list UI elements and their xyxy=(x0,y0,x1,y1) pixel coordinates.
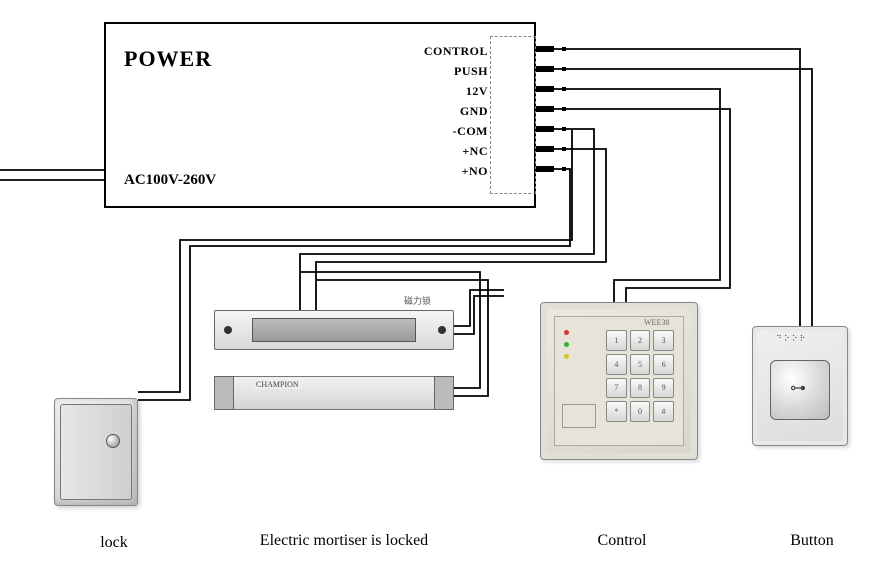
power-terminal-label: +NO xyxy=(410,164,488,179)
power-terminal-pin xyxy=(536,166,554,172)
keypad-buttons: 123 456 789 *0# xyxy=(606,330,674,422)
power-terminal-dot xyxy=(562,107,566,111)
power-terminal-dot xyxy=(562,67,566,71)
power-terminal-dot xyxy=(562,87,566,91)
power-terminal-pin xyxy=(536,86,554,92)
keypad-key[interactable]: 0 xyxy=(630,401,651,422)
power-terminal-label: +NC xyxy=(410,144,488,159)
power-terminal-pin xyxy=(536,66,554,72)
power-terminal-label: 12V xyxy=(410,84,488,99)
power-terminal-pin xyxy=(536,46,554,52)
exit-braille: ⠙⠕⠕⠗ xyxy=(776,334,807,343)
diagram-stage: POWER AC100V-260V CONTROL PUSH 12V GND -COM +… xyxy=(0,0,882,576)
electric-strike xyxy=(214,376,454,410)
lock-label: lock xyxy=(84,534,144,552)
keypad-led xyxy=(564,354,569,359)
keypad-led xyxy=(564,342,569,347)
electric-lock-face xyxy=(60,404,132,500)
keypad-key[interactable]: * xyxy=(606,401,627,422)
power-terminal-label: PUSH xyxy=(410,64,488,79)
power-terminal-dot xyxy=(562,127,566,131)
electric-strike-brand: CHAMPION xyxy=(254,380,301,389)
keypad-key[interactable]: 6 xyxy=(653,354,674,375)
keypad-key[interactable]: 8 xyxy=(630,378,651,399)
power-terminal-dot xyxy=(562,47,566,51)
keypad-led xyxy=(564,330,569,335)
mortise-label: Electric mortiser is locked xyxy=(214,532,474,550)
keypad-key[interactable]: 9 xyxy=(653,378,674,399)
keypad-key[interactable]: 3 xyxy=(653,330,674,351)
power-terminal-dot xyxy=(562,147,566,151)
power-terminal-block xyxy=(490,36,536,194)
maglock-mount-hole xyxy=(224,326,232,334)
power-terminal-pin xyxy=(536,146,554,152)
keypad-key[interactable]: # xyxy=(653,401,674,422)
keypad-key[interactable]: 4 xyxy=(606,354,627,375)
magnetic-lock-armature xyxy=(252,318,416,342)
keypad-key[interactable]: 7 xyxy=(606,378,627,399)
exit-key-icon: ⊶ xyxy=(790,378,806,398)
power-input-voltage: AC100V-260V xyxy=(124,172,216,189)
magnetic-lock-label-cn: 磁力锁 xyxy=(404,294,431,307)
keypad-brand: WEE38 xyxy=(644,318,669,327)
electric-lock-cylinder xyxy=(106,434,120,448)
maglock-mount-hole xyxy=(438,326,446,334)
power-terminal-label: -COM xyxy=(410,124,488,139)
button-label: Button xyxy=(772,532,852,550)
keypad-key[interactable]: 1 xyxy=(606,330,627,351)
power-terminal-label: GND xyxy=(410,104,488,119)
power-terminal-pin xyxy=(536,106,554,112)
control-label: Control xyxy=(582,532,662,550)
power-terminal-pin xyxy=(536,126,554,132)
keypad-rfid-zone xyxy=(562,404,596,428)
keypad-key[interactable]: 2 xyxy=(630,330,651,351)
power-terminal-dot xyxy=(562,167,566,171)
electric-strike-endcap xyxy=(214,376,234,410)
power-terminal-label: CONTROL xyxy=(410,44,488,59)
power-title: POWER xyxy=(124,46,212,72)
keypad-key[interactable]: 5 xyxy=(630,354,651,375)
electric-strike-endcap xyxy=(434,376,454,410)
